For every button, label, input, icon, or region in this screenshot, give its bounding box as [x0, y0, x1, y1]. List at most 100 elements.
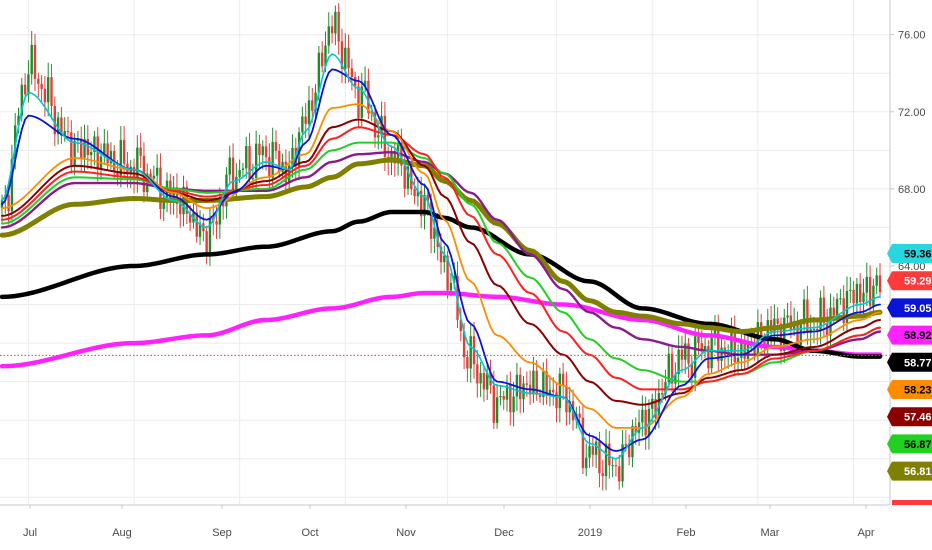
- candle-body: [304, 116, 307, 124]
- candle-body: [403, 165, 406, 189]
- x-tick-label: Jul: [23, 527, 37, 539]
- x-tick-label: Aug: [112, 527, 132, 539]
- candle-body: [136, 147, 139, 180]
- candle: [522, 376, 525, 413]
- candle: [83, 124, 86, 172]
- candle-body: [492, 385, 496, 423]
- candle-body: [525, 383, 529, 385]
- candle-body: [146, 173, 149, 193]
- candle-body: [832, 307, 835, 316]
- price-badge-label: 58.92: [904, 330, 932, 342]
- candle-body: [43, 88, 47, 103]
- candle-body: [835, 298, 839, 316]
- time-axis-panel: [0, 505, 932, 550]
- candle: [89, 141, 93, 170]
- candle-body: [545, 371, 548, 395]
- candle-body: [472, 336, 476, 365]
- candle-body: [47, 77, 50, 103]
- candle-body: [301, 116, 304, 133]
- candle-body: [522, 383, 525, 400]
- candle-body: [641, 409, 644, 423]
- candle: [271, 127, 274, 189]
- candle-body: [776, 318, 779, 324]
- candle: [509, 371, 512, 426]
- candle-body: [786, 315, 789, 318]
- candle-body: [70, 132, 73, 165]
- candle-body: [360, 86, 363, 118]
- candle-body: [83, 138, 86, 158]
- candle: [103, 128, 106, 165]
- price-badge-bg: [887, 434, 932, 454]
- candle-body: [875, 275, 878, 286]
- candle: [433, 215, 436, 253]
- price-badge: 59.05: [887, 298, 932, 318]
- candle: [703, 337, 707, 359]
- candle: [855, 278, 859, 318]
- candle-body: [40, 83, 43, 89]
- candle: [654, 388, 657, 430]
- candle-body: [717, 328, 720, 361]
- candle: [865, 262, 868, 307]
- candle-body: [433, 227, 436, 239]
- price-badge-label: 57.46: [904, 412, 932, 424]
- candle-body: [878, 275, 882, 293]
- candle: [73, 133, 76, 176]
- candle: [245, 136, 248, 179]
- candle-body: [278, 150, 281, 172]
- candle-body: [538, 394, 542, 398]
- candle-body: [670, 353, 674, 384]
- candle-body: [677, 349, 680, 375]
- candle-body: [868, 276, 872, 306]
- candle-body: [103, 143, 106, 157]
- candle-body: [855, 283, 859, 304]
- price-badge: 58.77: [887, 352, 932, 372]
- candle-body: [261, 146, 264, 156]
- candle-body: [340, 41, 344, 69]
- candle: [419, 176, 423, 229]
- candle: [423, 183, 426, 230]
- candle-body: [532, 370, 535, 395]
- candle: [548, 375, 552, 407]
- candle-body: [495, 397, 499, 423]
- price-badge-clipped: [892, 500, 932, 505]
- candle: [155, 154, 159, 184]
- candle: [479, 361, 482, 397]
- candle-body: [697, 336, 700, 344]
- candle-body: [179, 203, 182, 215]
- candle-body: [106, 143, 109, 164]
- price-badge: 59.36: [887, 244, 932, 263]
- candle-body: [60, 117, 63, 136]
- candle: [330, 15, 334, 44]
- candle-body: [317, 52, 321, 93]
- candle: [314, 84, 317, 122]
- y-axis-ticks: 76.00 72.00 68.00 64.00: [890, 30, 926, 273]
- candle-body: [377, 135, 380, 138]
- candle-body: [334, 11, 337, 34]
- candle-body: [268, 157, 271, 178]
- candle: [482, 366, 486, 402]
- candle: [66, 116, 70, 139]
- candle: [301, 106, 304, 147]
- candle-body: [281, 161, 284, 172]
- candle-body: [264, 146, 268, 158]
- candle-body: [73, 140, 76, 165]
- candle-body: [598, 441, 601, 474]
- candle-body: [347, 47, 350, 69]
- candle: [878, 263, 882, 299]
- candle-body: [337, 11, 340, 42]
- candle-body: [20, 84, 24, 116]
- candle: [60, 106, 63, 144]
- candle-body: [779, 323, 783, 351]
- candle-body: [27, 74, 30, 95]
- candle: [495, 384, 499, 429]
- candle-body: [618, 466, 621, 482]
- candle-body: [23, 84, 27, 95]
- candle-body: [746, 341, 750, 359]
- y-tick-label: 68.00: [898, 184, 926, 196]
- candle-body: [241, 168, 245, 170]
- candle-body: [155, 167, 159, 176]
- candle: [47, 62, 50, 117]
- candle: [621, 430, 624, 488]
